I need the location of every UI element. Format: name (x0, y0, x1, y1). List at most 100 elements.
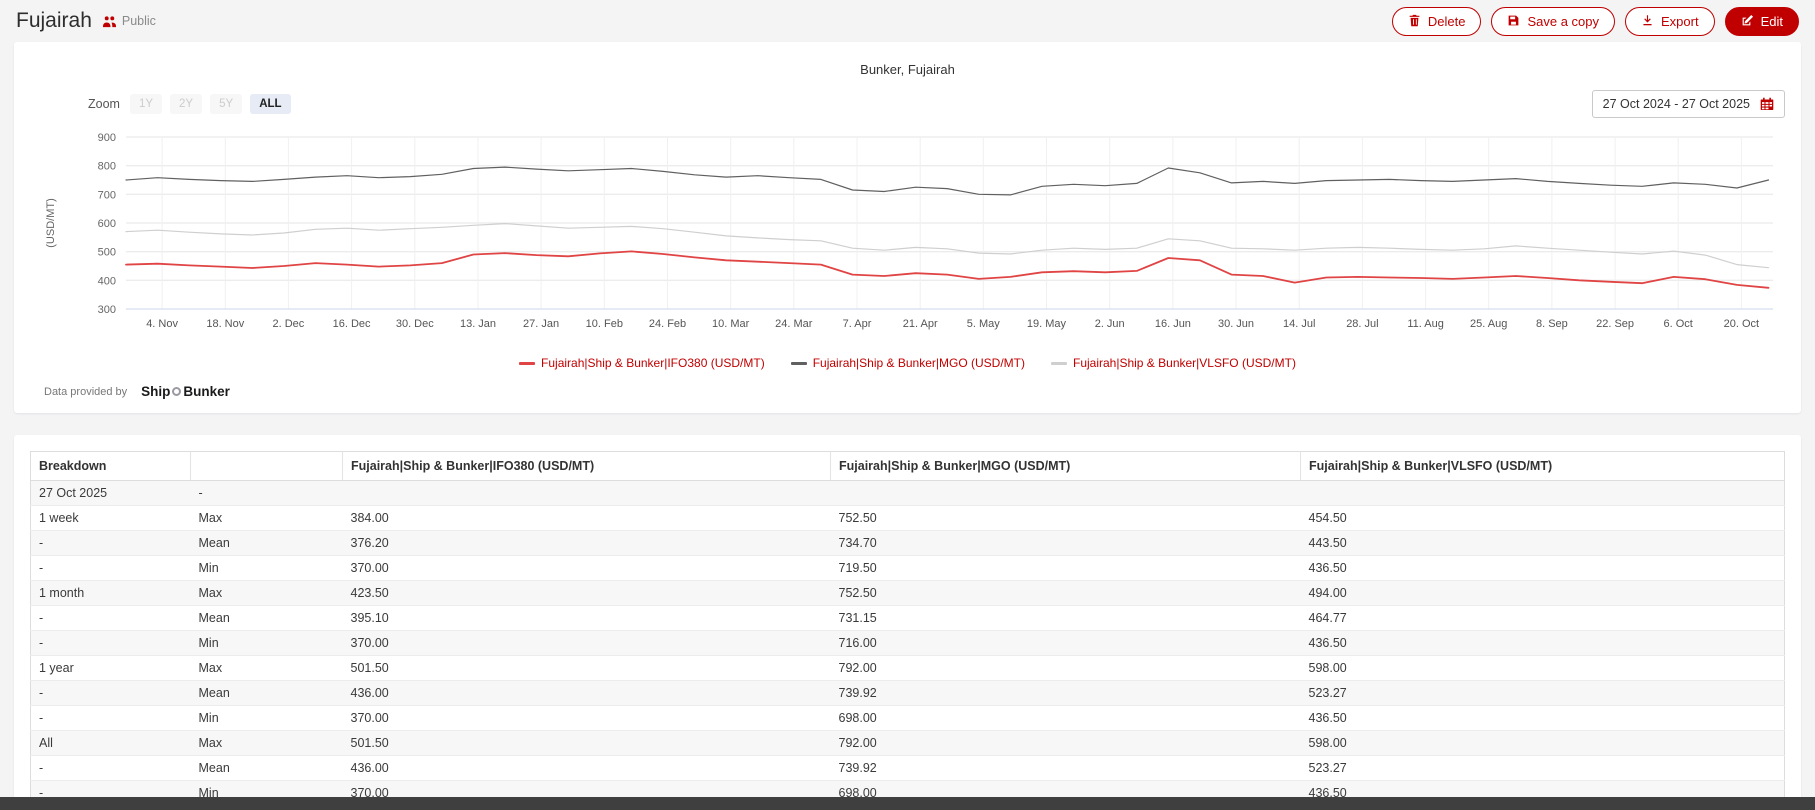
stat-cell: - (190, 480, 343, 506)
mgo-cell (830, 480, 1301, 506)
stat-cell: Mean (190, 755, 343, 781)
svg-text:6. Oct: 6. Oct (1664, 318, 1693, 330)
stat-cell: Max (190, 730, 343, 756)
ifo380-cell: 501.50 (342, 655, 831, 681)
chart-title: Bunker, Fujairah (860, 62, 955, 77)
legend-line-marker (519, 361, 536, 365)
svg-text:4. Nov: 4. Nov (146, 318, 178, 330)
svg-text:10. Mar: 10. Mar (712, 318, 750, 330)
table-row: 1 week Max 384.00 752.50 454.50 (30, 505, 1785, 531)
logo-text-left: Ship (141, 384, 171, 399)
stat-cell: Mean (190, 605, 343, 631)
stat-cell: Min (190, 555, 343, 581)
stat-cell: Min (190, 705, 343, 731)
table-row: - Mean 395.10 731.15 464.77 (30, 605, 1785, 631)
zoom-controls: Zoom 1Y 2Y 5Y ALL (88, 94, 291, 114)
edit-label: Edit (1760, 13, 1783, 29)
delete-button[interactable]: Delete (1391, 6, 1482, 36)
chart-toolbar: Zoom 1Y 2Y 5Y ALL 27 Oct 2024 - 27 Oct 2025 (30, 87, 1785, 121)
vlsfo-cell: 523.27 (1300, 755, 1785, 781)
ifo380-cell: 436.00 (342, 680, 831, 706)
table-row: - Mean 376.20 734.70 443.50 (30, 530, 1785, 556)
period-cell: - (30, 555, 191, 581)
table-row: All Max 501.50 792.00 598.00 (30, 730, 1785, 756)
legend-label: Fujairah|Ship & Bunker|MGO (USD/MT) (812, 356, 1025, 370)
trash-icon (1408, 14, 1421, 29)
table-row: - Min 370.00 716.00 436.50 (30, 630, 1785, 656)
pencil-icon (1741, 14, 1754, 29)
table-row: 1 year Max 501.50 792.00 598.00 (30, 655, 1785, 681)
period-cell: 27 Oct 2025 (30, 480, 191, 506)
legend-line-marker (1050, 361, 1067, 365)
svg-text:900: 900 (98, 132, 116, 144)
legend-item[interactable]: Fujairah|Ship & Bunker|MGO (USD/MT) (790, 356, 1025, 370)
legend-item[interactable]: Fujairah|Ship & Bunker|VLSFO (USD/MT) (1050, 356, 1296, 370)
column-header (190, 451, 343, 481)
date-range-picker[interactable]: 27 Oct 2024 - 27 Oct 2025 (1591, 90, 1785, 118)
price-line-chart[interactable]: 300 400 500 600 700 800 900 4. Nov 18. Nov 2. Dec… (30, 123, 1785, 350)
period-cell: 1 year (30, 655, 191, 681)
table-row: - Mean 436.00 739.92 523.27 (30, 755, 1785, 781)
svg-text:400: 400 (98, 275, 116, 287)
stat-cell: Max (190, 580, 343, 606)
svg-text:7. Apr: 7. Apr (843, 318, 872, 330)
svg-text:18. Nov: 18. Nov (206, 318, 244, 330)
mgo-cell: 752.50 (830, 580, 1301, 606)
period-cell: 1 week (30, 505, 191, 531)
vlsfo-cell: 464.77 (1300, 605, 1785, 631)
mgo-cell: 719.50 (830, 555, 1301, 581)
provider-prefix: Data provided by (44, 385, 128, 398)
mgo-cell: 734.70 (830, 530, 1301, 556)
svg-text:24. Feb: 24. Feb (649, 318, 686, 330)
logo-text-right: Bunker (183, 384, 230, 399)
save-a-copy-button[interactable]: Save a copy (1491, 6, 1616, 36)
table-row: 1 month Max 423.50 752.50 494.00 (30, 580, 1785, 606)
vlsfo-cell: 598.00 (1300, 730, 1785, 756)
ifo380-cell (342, 480, 831, 506)
edit-button[interactable]: Edit (1724, 6, 1799, 36)
zoom-button-1y: 1Y (129, 94, 163, 114)
zoom-button-all[interactable]: ALL (250, 94, 291, 114)
svg-text:30. Jun: 30. Jun (1218, 318, 1254, 330)
table-row: - Mean 436.00 739.92 523.27 (30, 680, 1785, 706)
breakdown-table-card: Breakdown Fujairah|Ship & Bunker|IFO380 (… (14, 435, 1801, 810)
svg-text:700: 700 (98, 189, 116, 201)
period-cell: - (30, 630, 191, 656)
vlsfo-cell: 436.50 (1300, 630, 1785, 656)
svg-text:14. Jul: 14. Jul (1283, 318, 1315, 330)
ifo380-cell: 423.50 (342, 580, 831, 606)
legend-item[interactable]: Fujairah|Ship & Bunker|IFO380 (USD/MT) (519, 356, 765, 370)
svg-text:600: 600 (98, 218, 116, 230)
chart-card: Bunker, Fujairah Zoom 1Y 2Y 5Y ALL 27 Oct 2… (14, 42, 1801, 413)
table-row: - Min 370.00 719.50 436.50 (30, 555, 1785, 581)
vlsfo-cell: 454.50 (1300, 505, 1785, 531)
column-header: Breakdown (30, 451, 191, 481)
save-copy-icon (1507, 14, 1520, 29)
ifo380-cell: 384.00 (342, 505, 831, 531)
vlsfo-cell: 436.50 (1300, 705, 1785, 731)
chart-legend: Fujairah|Ship & Bunker|IFO380 (USD/MT) Fu… (30, 356, 1785, 370)
mgo-cell: 716.00 (830, 630, 1301, 656)
mgo-cell: 739.92 (830, 680, 1301, 706)
people-icon (102, 15, 117, 28)
svg-text:16. Dec: 16. Dec (333, 318, 371, 330)
svg-text:8. Sep: 8. Sep (1536, 318, 1568, 330)
vlsfo-cell: 523.27 (1300, 680, 1785, 706)
legend-label: Fujairah|Ship & Bunker|VLSFO (USD/MT) (1072, 356, 1296, 370)
legend-label: Fujairah|Ship & Bunker|IFO380 (USD/MT) (541, 356, 765, 370)
svg-text:800: 800 (98, 161, 116, 173)
export-button[interactable]: Export (1625, 6, 1715, 36)
breakdown-table: Breakdown Fujairah|Ship & Bunker|IFO380 (… (30, 451, 1785, 806)
period-cell: - (30, 705, 191, 731)
svg-text:10. Feb: 10. Feb (586, 318, 623, 330)
period-cell: - (30, 755, 191, 781)
mgo-cell: 731.15 (830, 605, 1301, 631)
svg-text:19. May: 19. May (1027, 318, 1067, 330)
chart-svg[interactable]: 300 400 500 600 700 800 900 4. Nov 18. Nov 2. Dec… (30, 123, 1783, 345)
period-cell: 1 month (30, 580, 191, 606)
ifo380-cell: 370.00 (342, 555, 831, 581)
ifo380-cell: 501.50 (342, 730, 831, 756)
svg-text:24. Mar: 24. Mar (775, 318, 813, 330)
svg-text:2. Jun: 2. Jun (1095, 318, 1125, 330)
calendar-icon[interactable] (1760, 97, 1774, 111)
